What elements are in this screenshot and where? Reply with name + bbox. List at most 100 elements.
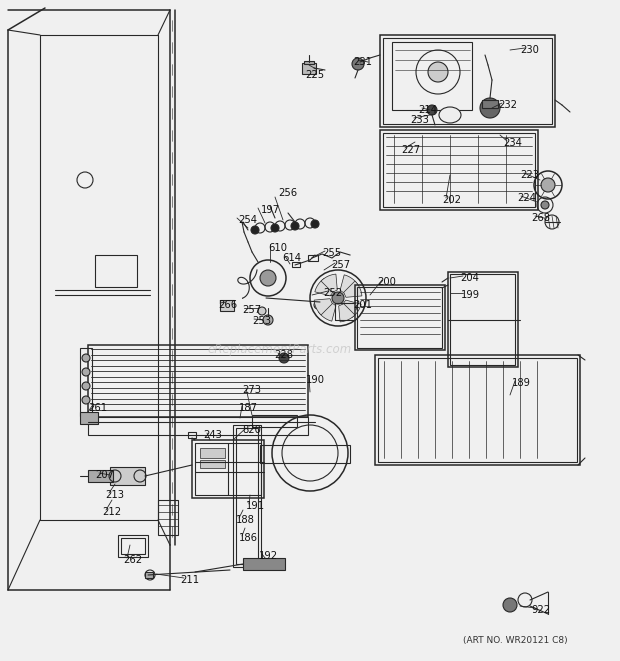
Bar xyxy=(158,500,178,535)
Text: 253: 253 xyxy=(252,316,272,326)
Text: 223: 223 xyxy=(521,170,539,180)
Bar xyxy=(192,440,264,498)
Bar xyxy=(304,61,314,64)
Circle shape xyxy=(251,226,259,234)
Circle shape xyxy=(352,58,364,70)
Bar xyxy=(110,467,145,485)
Bar xyxy=(220,300,234,311)
Text: 214: 214 xyxy=(418,105,438,115)
Circle shape xyxy=(503,598,517,612)
Bar xyxy=(80,348,92,416)
Text: 261: 261 xyxy=(89,403,107,413)
Text: 228: 228 xyxy=(275,350,293,360)
Circle shape xyxy=(271,224,279,232)
Circle shape xyxy=(427,105,437,115)
Text: 232: 232 xyxy=(498,100,518,110)
Text: 614: 614 xyxy=(283,253,301,263)
Bar xyxy=(355,285,445,350)
Circle shape xyxy=(311,220,319,228)
Text: 257: 257 xyxy=(242,305,262,315)
Text: 190: 190 xyxy=(306,375,324,385)
Bar xyxy=(482,100,498,108)
Text: 257: 257 xyxy=(332,260,350,270)
Bar xyxy=(95,255,137,287)
Polygon shape xyxy=(315,278,334,296)
Bar xyxy=(88,345,308,417)
Text: 922: 922 xyxy=(531,605,551,615)
Circle shape xyxy=(332,292,344,304)
Circle shape xyxy=(541,178,555,192)
Circle shape xyxy=(82,396,90,404)
Text: 227: 227 xyxy=(401,145,420,155)
Bar xyxy=(243,558,285,570)
Text: (ART NO. WR20121 C8): (ART NO. WR20121 C8) xyxy=(463,635,567,644)
Bar xyxy=(195,443,261,495)
Circle shape xyxy=(260,270,276,286)
Bar xyxy=(392,42,472,110)
Text: 191: 191 xyxy=(246,501,265,511)
Bar xyxy=(383,133,535,207)
Circle shape xyxy=(291,222,299,230)
Text: 211: 211 xyxy=(180,575,200,585)
Text: 820: 820 xyxy=(242,425,262,435)
Text: 254: 254 xyxy=(239,215,257,225)
Text: 189: 189 xyxy=(512,378,531,388)
Polygon shape xyxy=(321,274,337,292)
Bar xyxy=(383,38,552,124)
Text: 197: 197 xyxy=(260,205,280,215)
Bar xyxy=(236,428,258,564)
Text: 212: 212 xyxy=(102,507,122,517)
Bar xyxy=(260,445,350,463)
Bar xyxy=(145,572,153,578)
Bar xyxy=(375,355,580,465)
Bar xyxy=(80,412,98,424)
Text: eReplacementParts.com: eReplacementParts.com xyxy=(208,344,352,356)
Bar xyxy=(378,358,577,462)
Bar xyxy=(118,535,148,557)
Text: 266: 266 xyxy=(218,300,237,310)
Bar xyxy=(188,432,196,438)
Circle shape xyxy=(263,315,273,325)
Bar xyxy=(380,35,555,127)
Bar xyxy=(450,274,515,365)
Bar xyxy=(88,417,308,435)
Text: 256: 256 xyxy=(278,188,298,198)
Bar xyxy=(308,255,318,261)
Polygon shape xyxy=(343,300,361,318)
Polygon shape xyxy=(314,299,332,315)
Text: 200: 200 xyxy=(378,277,396,287)
Text: 202: 202 xyxy=(443,195,461,205)
Circle shape xyxy=(82,354,90,362)
Polygon shape xyxy=(339,303,355,322)
Circle shape xyxy=(258,307,266,315)
Bar xyxy=(200,460,225,468)
Text: 243: 243 xyxy=(203,430,223,440)
Text: 207: 207 xyxy=(95,470,115,480)
Text: 234: 234 xyxy=(503,138,523,148)
Bar xyxy=(380,130,538,210)
Text: 186: 186 xyxy=(239,533,257,543)
Text: 225: 225 xyxy=(306,70,324,80)
Text: 262: 262 xyxy=(123,555,143,565)
Text: 255: 255 xyxy=(322,248,342,258)
Bar xyxy=(252,415,297,427)
Text: 610: 610 xyxy=(268,243,288,253)
Polygon shape xyxy=(340,275,358,293)
Text: 233: 233 xyxy=(410,115,430,125)
Bar xyxy=(292,262,300,267)
Bar xyxy=(200,448,225,458)
Bar xyxy=(357,287,442,348)
Circle shape xyxy=(279,353,289,363)
Text: 213: 213 xyxy=(105,490,125,500)
Text: 204: 204 xyxy=(461,273,479,283)
Circle shape xyxy=(541,201,549,209)
Circle shape xyxy=(82,368,90,376)
Text: 224: 224 xyxy=(518,193,536,203)
Text: 199: 199 xyxy=(461,290,479,300)
Polygon shape xyxy=(318,303,336,321)
Text: 230: 230 xyxy=(521,45,539,55)
Bar xyxy=(88,470,113,482)
Text: 188: 188 xyxy=(236,515,254,525)
Circle shape xyxy=(428,62,448,82)
Circle shape xyxy=(82,382,90,390)
